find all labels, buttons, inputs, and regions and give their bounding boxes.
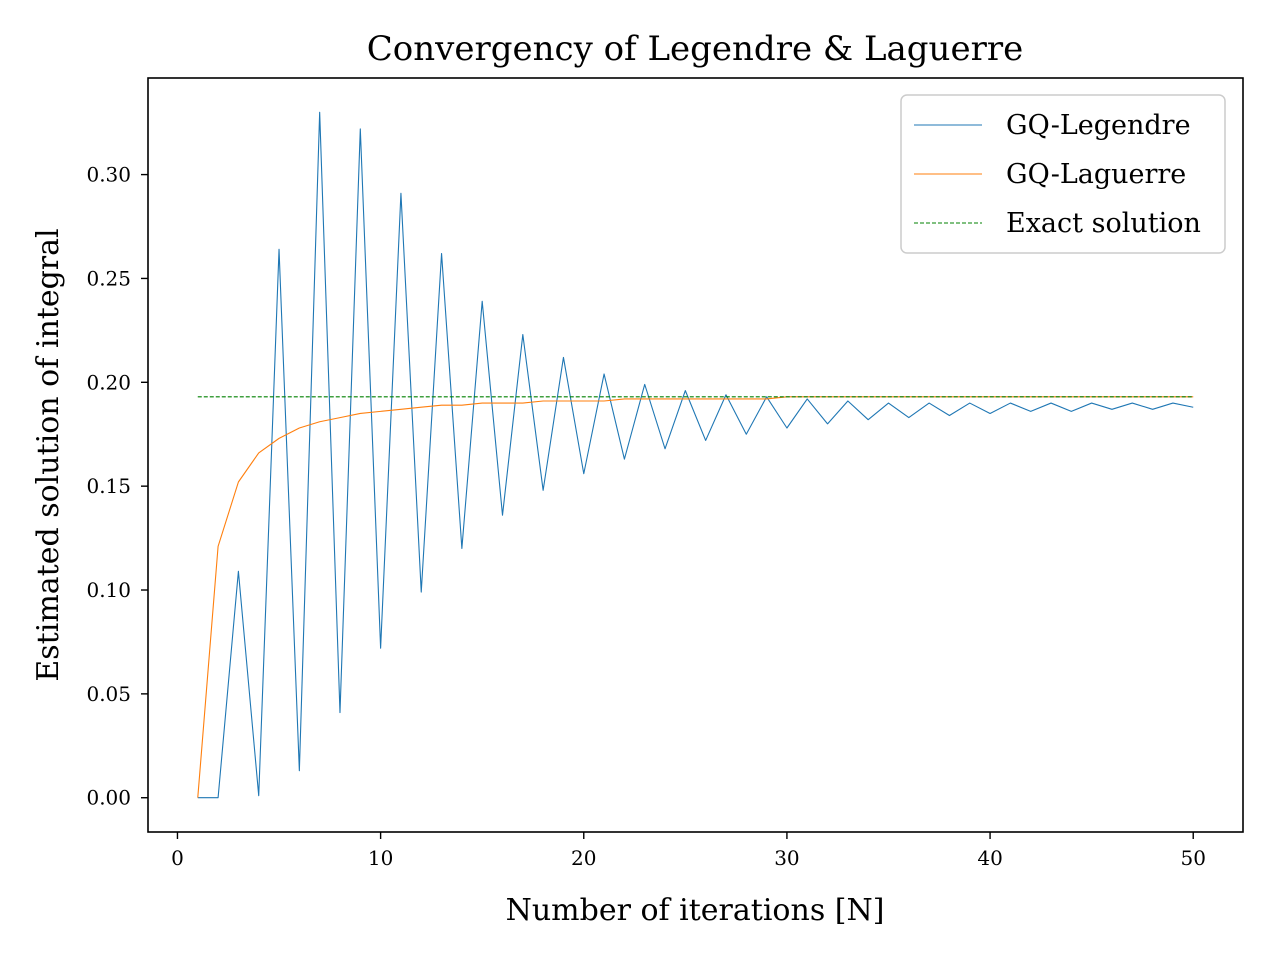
y-axis: 0.00 0.05 0.10 0.15 0.20 0.25 0.30	[86, 163, 148, 810]
y-tick-label: 0.05	[86, 682, 131, 706]
plot-frame	[147, 77, 1244, 833]
x-tick-label: 20	[571, 846, 596, 870]
y-tick-label: 0.15	[86, 474, 131, 498]
series-layer	[197, 111, 1194, 799]
y-axis-label: Estimated solution of integral	[31, 228, 66, 681]
series-line-gq-legendre	[197, 111, 1194, 799]
legend-label-exact-solution: Exact solution	[1006, 208, 1201, 239]
x-tick-label: 50	[1181, 846, 1206, 870]
y-tick-label: 0.30	[86, 163, 131, 187]
y-tick-label: 0.10	[86, 578, 131, 602]
legend-label-gq-legendre: GQ-Legendre	[1006, 110, 1191, 141]
x-axis: 0 10 20 30 40 50	[171, 832, 1206, 870]
x-tick-label: 10	[368, 846, 393, 870]
chart-title: Convergency of Legendre & Laguerre	[367, 29, 1023, 69]
y-tick-label: 0.20	[86, 370, 131, 394]
x-tick-label: 30	[774, 846, 799, 870]
x-axis-label: Number of iterations [N]	[506, 893, 885, 928]
y-tick-label: 0.25	[86, 266, 131, 290]
y-tick-label: 0.00	[86, 786, 131, 810]
legend-box	[900, 94, 1226, 254]
x-tick-label: 40	[977, 846, 1002, 870]
x-tick-label: 0	[171, 846, 184, 870]
legend-label-gq-laguerre: GQ-Laguerre	[1006, 159, 1186, 190]
legend: GQ-Legendre GQ-Laguerre Exact solution	[900, 94, 1226, 254]
